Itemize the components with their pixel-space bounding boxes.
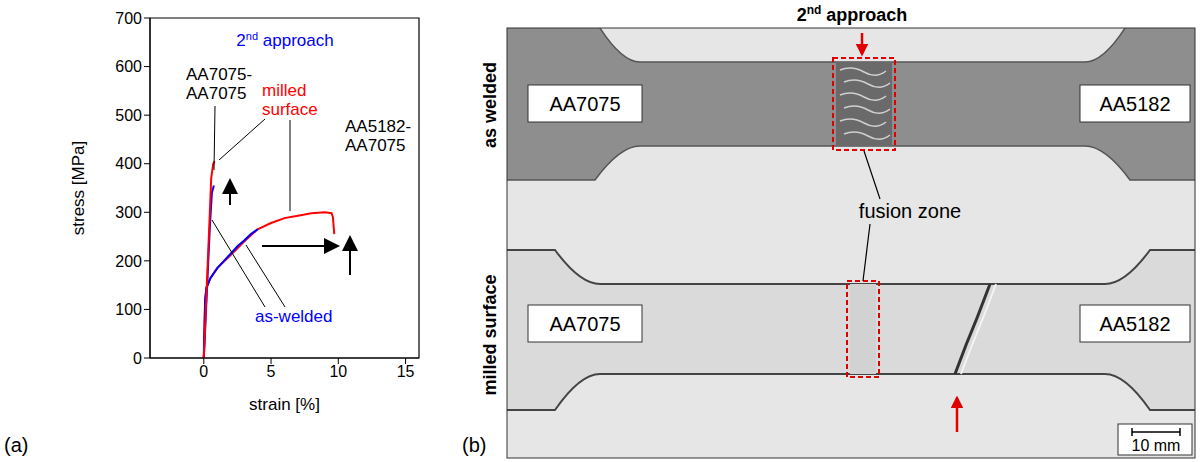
- svg-text:700: 700: [115, 10, 142, 27]
- svg-text:AA5182: AA5182: [1099, 93, 1170, 115]
- svg-text:AA7075: AA7075: [549, 313, 620, 335]
- svg-text:milledsurface: milledsurface: [262, 81, 318, 119]
- svg-text:100: 100: [115, 301, 142, 318]
- svg-text:200: 200: [115, 253, 142, 270]
- svg-text:(a): (a): [4, 434, 28, 456]
- svg-text:as welded: as welded: [480, 62, 500, 148]
- svg-text:fusion zone: fusion zone: [859, 200, 961, 222]
- svg-text:10 mm: 10 mm: [1132, 437, 1181, 454]
- svg-text:0: 0: [133, 350, 142, 367]
- svg-text:2nd approach: 2nd approach: [236, 30, 333, 50]
- svg-text:strain [%]: strain [%]: [249, 395, 320, 414]
- svg-text:AA5182-AA7075: AA5182-AA7075: [345, 117, 411, 155]
- svg-text:stress [MPa]: stress [MPa]: [69, 141, 88, 235]
- svg-text:15: 15: [397, 363, 415, 380]
- svg-text:AA7075: AA7075: [549, 93, 620, 115]
- svg-text:milled surface: milled surface: [480, 274, 500, 395]
- svg-text:500: 500: [115, 107, 142, 124]
- svg-text:AA7075-AA7075: AA7075-AA7075: [186, 65, 252, 103]
- svg-text:(b): (b): [462, 434, 486, 456]
- svg-text:5: 5: [267, 363, 276, 380]
- svg-text:as-welded: as-welded: [255, 307, 333, 326]
- svg-text:400: 400: [115, 155, 142, 172]
- svg-text:600: 600: [115, 58, 142, 75]
- svg-text:10: 10: [329, 363, 347, 380]
- svg-text:AA5182: AA5182: [1099, 313, 1170, 335]
- svg-text:0: 0: [199, 363, 208, 380]
- svg-text:2nd approach: 2nd approach: [797, 3, 908, 25]
- svg-text:300: 300: [115, 204, 142, 221]
